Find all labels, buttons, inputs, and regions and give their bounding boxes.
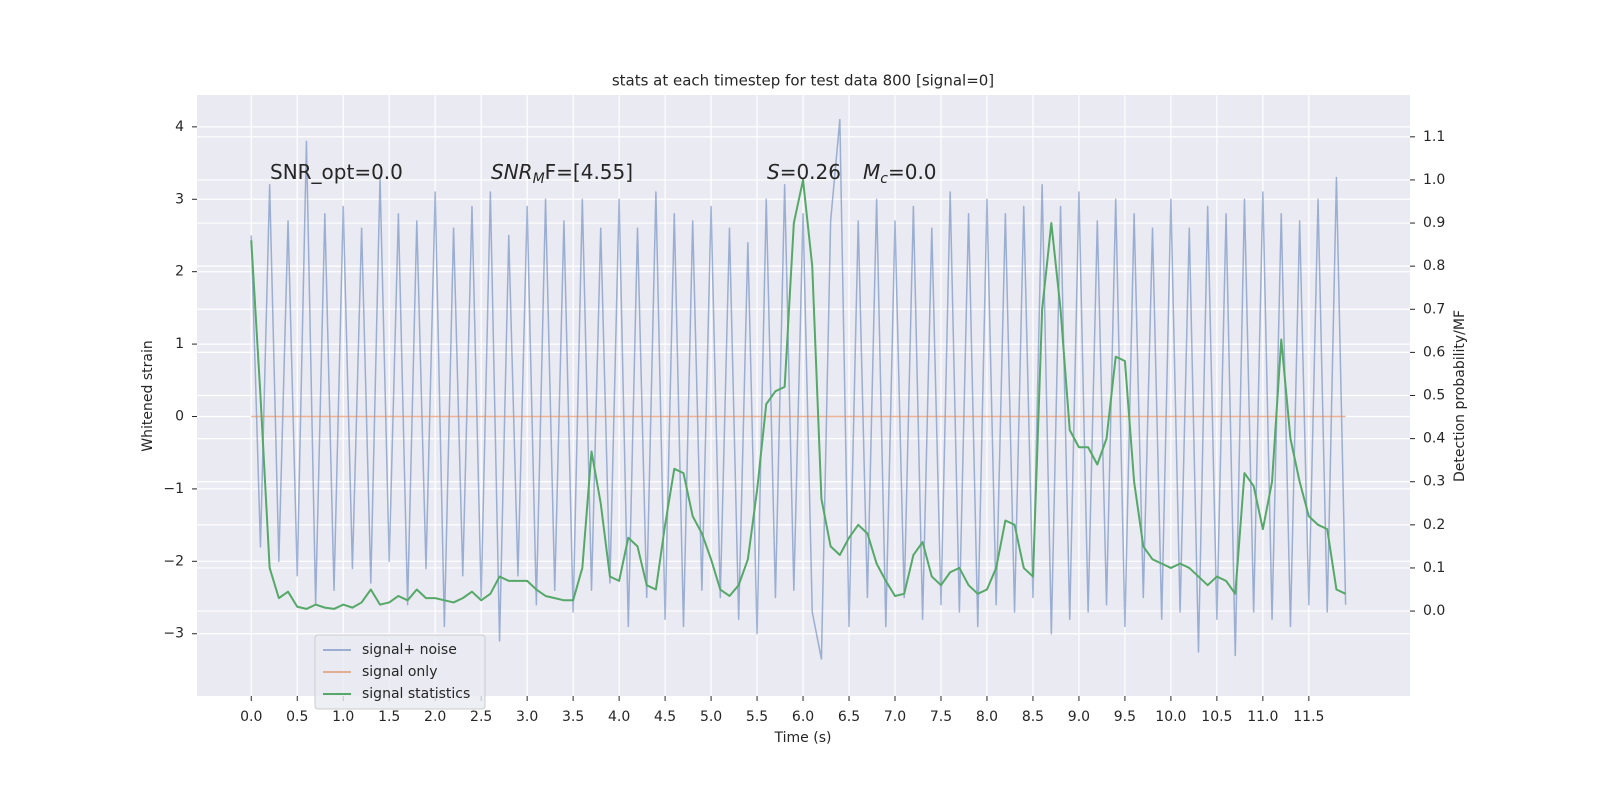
x-tick-label: 6.0 [792,709,814,725]
x-tick-label: 4.5 [654,709,676,725]
y2-tick-label: 0.5 [1423,388,1445,404]
x-tick-label: 10.5 [1201,709,1232,725]
x-tick-label: 9.0 [1068,709,1090,725]
x-tick-label: 0.0 [240,709,262,725]
y-tick-label: 1 [175,336,184,352]
x-tick-label: 3.5 [562,709,584,725]
y-tick-label: 0 [175,408,184,424]
y2-tick-label: 0.9 [1423,215,1445,231]
annotation-part: SNR_opt=0.0 [270,160,403,184]
x-tick-label: 8.5 [1022,709,1044,725]
y-tick-label: 4 [175,119,184,135]
x-tick-label: 10.0 [1155,709,1186,725]
annotation-part: =0.0 [888,160,937,184]
x-tick-label: 6.5 [838,709,860,725]
annotation-part: F=[4.55] [545,160,633,184]
y-tick-label: −2 [163,553,184,569]
y2-tick-label: 0.4 [1423,431,1445,447]
y-tick-label: 3 [175,191,184,207]
x-tick-label: 2.0 [424,709,446,725]
x-tick-label: 5.0 [700,709,722,725]
x-tick-label: 5.5 [746,709,768,725]
y2-tick-label: 0.2 [1423,517,1445,533]
y2-axis-label: Detection probability/MF [1452,310,1468,482]
y2-tick-label: 0.8 [1423,258,1445,274]
y2-tick-label: 0.6 [1423,344,1445,360]
x-tick-label: 7.5 [930,709,952,725]
x-tick-label: 8.0 [976,709,998,725]
series-line [250,118,1347,660]
x-tick-label: 4.0 [608,709,630,725]
legend-label: signal only [362,664,437,680]
x-tick-label: 9.5 [1114,709,1136,725]
x-tick-label: 7.0 [884,709,906,725]
y-tick-label: −3 [163,626,184,642]
x-tick-label: 11.0 [1247,709,1278,725]
y2-tick-label: 0.3 [1423,474,1445,490]
annotation-part: M [863,160,880,184]
legend-label: signal+ noise [362,642,457,658]
x-tick-label: 0.5 [286,709,308,725]
annotation-part: c [880,171,888,187]
x-tick-label: 1.0 [332,709,354,725]
y2-tick-label: 1.1 [1423,129,1445,145]
y2-tick-label: 0.1 [1423,560,1445,576]
series-line [250,178,1347,610]
y-axis-label: Whitened strain [140,340,156,451]
annotation: SNR_opt=0.0 [270,160,403,184]
x-axis-label: Time (s) [774,730,832,746]
y2-tick-label: 0.7 [1423,301,1445,317]
legend-box [314,634,486,710]
x-tick-label: 2.5 [470,709,492,725]
annotation-part: M [533,171,545,187]
annotation-part: =0.26 [780,160,841,184]
x-tick-label: 3.0 [516,709,538,725]
y-tick-label: −1 [163,481,184,497]
annotation: S=0.26 Mc=0.0 [767,160,937,188]
y2-tick-label: 1.0 [1423,172,1445,188]
annotation-part: SNR [491,160,533,184]
x-tick-label: 1.5 [378,709,400,725]
annotation-part: S [767,160,780,184]
chart-title: stats at each timestep for test data 800… [612,72,994,90]
x-tick-label: 11.5 [1293,709,1324,725]
legend-label: signal statistics [362,686,470,702]
annotation: SNRMF=[4.55] [491,160,633,188]
y-tick-label: 2 [175,264,184,280]
y2-tick-label: 0.0 [1423,603,1445,619]
